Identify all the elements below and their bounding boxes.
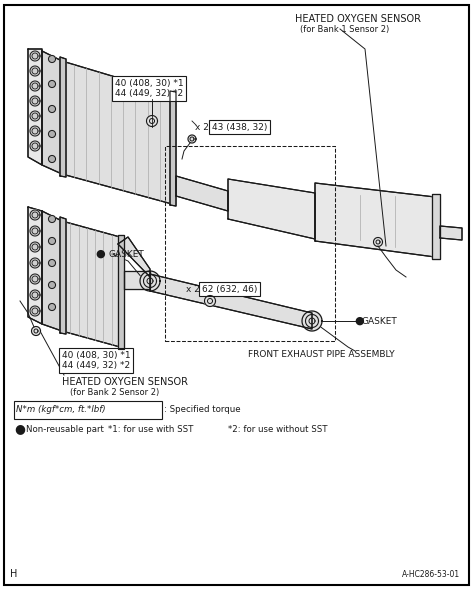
Text: ●: ●: [354, 316, 364, 326]
Polygon shape: [62, 61, 172, 204]
Text: A-HC286-53-01: A-HC286-53-01: [402, 570, 460, 579]
Text: GASKET: GASKET: [108, 250, 144, 259]
Text: x 2: x 2: [195, 123, 209, 131]
Polygon shape: [315, 183, 435, 257]
Text: 43 (438, 32): 43 (438, 32): [212, 123, 267, 131]
Polygon shape: [30, 210, 40, 220]
Polygon shape: [48, 81, 55, 88]
Polygon shape: [62, 221, 120, 347]
Polygon shape: [30, 226, 40, 236]
Polygon shape: [30, 126, 40, 136]
Polygon shape: [118, 237, 150, 277]
Polygon shape: [60, 217, 66, 334]
Polygon shape: [140, 271, 160, 291]
Polygon shape: [30, 66, 40, 76]
Text: (for Bank 1 Sensor 2): (for Bank 1 Sensor 2): [300, 25, 389, 34]
Polygon shape: [188, 135, 196, 143]
Polygon shape: [48, 260, 55, 266]
Polygon shape: [48, 105, 55, 112]
Bar: [165, 146, 335, 341]
Polygon shape: [30, 111, 40, 121]
Text: ●: ●: [14, 422, 25, 435]
Text: GASKET: GASKET: [362, 316, 398, 326]
Text: 40 (408, 30) *1
44 (449, 32) *2: 40 (408, 30) *1 44 (449, 32) *2: [62, 351, 131, 370]
Polygon shape: [118, 235, 124, 349]
Polygon shape: [228, 179, 315, 239]
Polygon shape: [30, 51, 40, 61]
Bar: [14, 401, 162, 419]
Polygon shape: [440, 226, 462, 240]
Text: *2: for use without SST: *2: for use without SST: [228, 425, 328, 434]
Polygon shape: [150, 274, 312, 329]
Polygon shape: [42, 211, 62, 331]
Polygon shape: [60, 57, 66, 177]
Polygon shape: [48, 131, 55, 137]
Polygon shape: [30, 290, 40, 300]
Polygon shape: [28, 207, 42, 324]
Text: 62 (632, 46): 62 (632, 46): [202, 284, 257, 293]
Polygon shape: [42, 51, 62, 174]
Polygon shape: [302, 311, 322, 331]
Polygon shape: [146, 115, 157, 127]
Polygon shape: [30, 306, 40, 316]
Text: x 2: x 2: [186, 284, 200, 293]
Polygon shape: [48, 155, 55, 163]
Polygon shape: [30, 274, 40, 284]
Text: Non-reusable part: Non-reusable part: [26, 425, 104, 434]
Polygon shape: [432, 194, 440, 259]
Polygon shape: [48, 55, 55, 62]
Polygon shape: [31, 326, 40, 336]
Polygon shape: [176, 176, 228, 211]
Text: *1: for use with SST: *1: for use with SST: [108, 425, 193, 434]
Text: N*m (kgf*cm, ft.*lbf): N*m (kgf*cm, ft.*lbf): [16, 405, 106, 415]
Text: (for Bank 2 Sensor 2): (for Bank 2 Sensor 2): [70, 388, 159, 397]
Polygon shape: [30, 96, 40, 106]
Text: HEATED OXYGEN SENSOR: HEATED OXYGEN SENSOR: [295, 14, 421, 24]
Text: ●: ●: [95, 249, 105, 259]
Polygon shape: [28, 49, 42, 165]
Polygon shape: [30, 141, 40, 151]
Text: H: H: [10, 569, 18, 579]
Polygon shape: [30, 81, 40, 91]
Text: HEATED OXYGEN SENSOR: HEATED OXYGEN SENSOR: [62, 377, 188, 387]
Polygon shape: [48, 303, 55, 310]
Text: 40 (408, 30) *1
44 (449, 32) *2: 40 (408, 30) *1 44 (449, 32) *2: [115, 79, 183, 98]
Polygon shape: [30, 258, 40, 268]
Polygon shape: [30, 242, 40, 252]
Polygon shape: [48, 216, 55, 223]
Polygon shape: [48, 282, 55, 289]
Polygon shape: [48, 237, 55, 244]
Polygon shape: [124, 271, 150, 289]
Polygon shape: [170, 91, 176, 206]
Text: FRONT EXHAUST PIPE ASSEMBLY: FRONT EXHAUST PIPE ASSEMBLY: [248, 349, 395, 359]
Text: : Specified torque: : Specified torque: [164, 405, 241, 415]
Polygon shape: [204, 296, 216, 306]
Polygon shape: [374, 237, 383, 247]
